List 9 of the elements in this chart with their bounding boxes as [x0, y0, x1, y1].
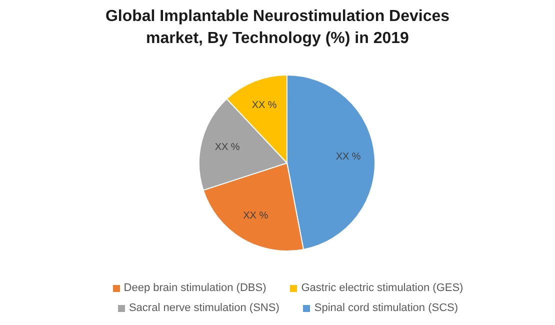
chart-title: Global Implantable Neurostimulation Devices market, By Technology (%) in 2019 — [104, 7, 451, 49]
data-label: XX % — [214, 142, 240, 154]
data-label: XX % — [243, 210, 268, 222]
legend-label: Sacral nerve stimulation (SNS) — [128, 302, 280, 314]
legend-label: Gastric electric stimulation (GES) — [301, 282, 464, 294]
data-label: XX % — [336, 152, 361, 163]
data-label: XX % — [252, 100, 277, 112]
legend-label: Spinal cord stimulation (SCS) — [314, 302, 458, 314]
legend-label: Deep brain stimulation (DBS) — [124, 282, 266, 294]
